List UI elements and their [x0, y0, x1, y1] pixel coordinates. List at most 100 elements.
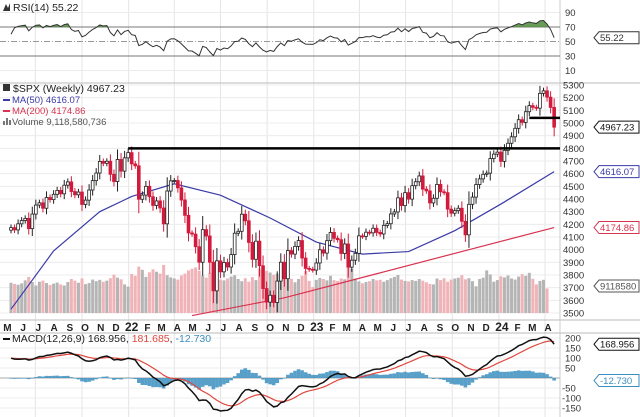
- candle-body: [112, 173, 116, 182]
- macd-histogram-bar: [55, 375, 59, 378]
- candle-body: [122, 157, 127, 172]
- volume-bar: [9, 282, 13, 313]
- candle-body: [538, 92, 542, 109]
- macd-histogram-bar: [374, 374, 379, 378]
- month-label: J: [406, 323, 412, 334]
- macd-histogram-bar: [310, 374, 315, 378]
- macd-histogram-bar: [495, 370, 500, 378]
- candle-body: [80, 191, 84, 205]
- candle: [531, 102, 535, 111]
- candle: [520, 116, 524, 126]
- volume-bar: [137, 266, 141, 313]
- macd-histogram-bar: [303, 372, 308, 378]
- candle-body: [431, 197, 436, 204]
- candle-body: [211, 261, 216, 292]
- candle: [204, 225, 209, 241]
- volume-bar: [162, 265, 166, 313]
- macd-histogram-bar: [69, 377, 74, 378]
- volume-bar: [314, 279, 318, 313]
- macd-histogram-bar: [516, 370, 521, 378]
- macd-histogram-bar: [83, 378, 88, 383]
- macd-tick-label: -100: [562, 394, 581, 405]
- volume-bar: [460, 275, 464, 313]
- candle-body: [491, 153, 496, 159]
- volume-bar: [474, 286, 478, 313]
- candle-body: [66, 181, 70, 186]
- macd-histogram-bar: [108, 377, 113, 379]
- volume-bar: [240, 281, 244, 313]
- macd-histogram-bar: [215, 378, 219, 388]
- macd-histogram-bar: [417, 371, 422, 378]
- candle: [190, 230, 194, 237]
- macd-histogram-bar: [197, 378, 201, 390]
- price-tick-label: 4900: [563, 131, 584, 142]
- macd-histogram-bar: [484, 374, 489, 378]
- candle-body: [335, 237, 340, 241]
- volume-bar: [27, 276, 31, 313]
- volume-bar: [446, 281, 450, 313]
- candle: [541, 87, 546, 97]
- price-tick-label: 4300: [563, 207, 584, 218]
- candle: [80, 185, 84, 212]
- tag-text: 9118580: [600, 282, 636, 293]
- candle: [403, 185, 407, 213]
- tag-text: -12.730: [600, 376, 632, 387]
- candle-body: [303, 257, 308, 269]
- candle: [48, 194, 52, 203]
- candle-body: [456, 207, 461, 212]
- volume-bar: [179, 275, 183, 313]
- volume-bar: [20, 283, 24, 313]
- candle: [34, 199, 38, 220]
- volume-bar: [197, 270, 201, 313]
- candle: [499, 146, 503, 167]
- candle-body: [541, 90, 546, 94]
- candle-body: [509, 136, 514, 144]
- candle-body: [371, 227, 375, 234]
- rsi-overbought-fill: [11, 20, 555, 27]
- volume-bar: [424, 282, 428, 313]
- macd-histogram-bar: [154, 378, 159, 388]
- volume-bar: [101, 281, 105, 313]
- month-label: O: [266, 323, 274, 334]
- candle: [122, 150, 127, 179]
- candle-body: [19, 220, 24, 225]
- candle: [62, 179, 67, 200]
- candle: [225, 258, 230, 271]
- macd-histogram-bar: [200, 378, 205, 387]
- candle-body: [293, 245, 297, 255]
- volume-bar: [151, 269, 155, 313]
- candle: [307, 265, 311, 272]
- volume-bar: [13, 283, 17, 313]
- macd-histogram-bar: [129, 378, 134, 379]
- candle: [257, 230, 262, 277]
- candle-body: [438, 184, 443, 193]
- candle: [527, 101, 532, 117]
- volume-bar: [414, 280, 418, 313]
- candle: [389, 208, 393, 230]
- candle: [133, 160, 138, 169]
- candle: [357, 227, 361, 262]
- macd-histogram-bar: [236, 373, 240, 378]
- candle: [105, 158, 109, 167]
- volume-bar: [155, 271, 159, 313]
- macd-histogram-bar: [367, 374, 372, 378]
- macd-histogram-bar: [325, 372, 329, 378]
- macd-histogram-bar: [406, 372, 411, 378]
- macd-histogram-bar: [492, 371, 496, 378]
- macd-histogram-bar: [438, 378, 443, 380]
- price-tick-label: 4400: [563, 195, 584, 206]
- macd-histogram-bar: [122, 378, 127, 379]
- candle-body: [218, 260, 223, 273]
- macd-histogram-bar: [73, 378, 77, 379]
- volume-bar: [378, 279, 382, 313]
- macd-histogram-bar: [545, 374, 549, 378]
- volume-bar: [382, 281, 386, 313]
- macd-line: [10, 336, 555, 412]
- macd-histogram-bar: [509, 371, 514, 378]
- candle-body: [318, 249, 322, 264]
- volume-bar: [510, 278, 514, 313]
- macd-histogram-bar: [392, 373, 397, 378]
- volume-bar: [258, 268, 261, 313]
- candle-body: [428, 190, 432, 204]
- candle-body: [58, 189, 63, 195]
